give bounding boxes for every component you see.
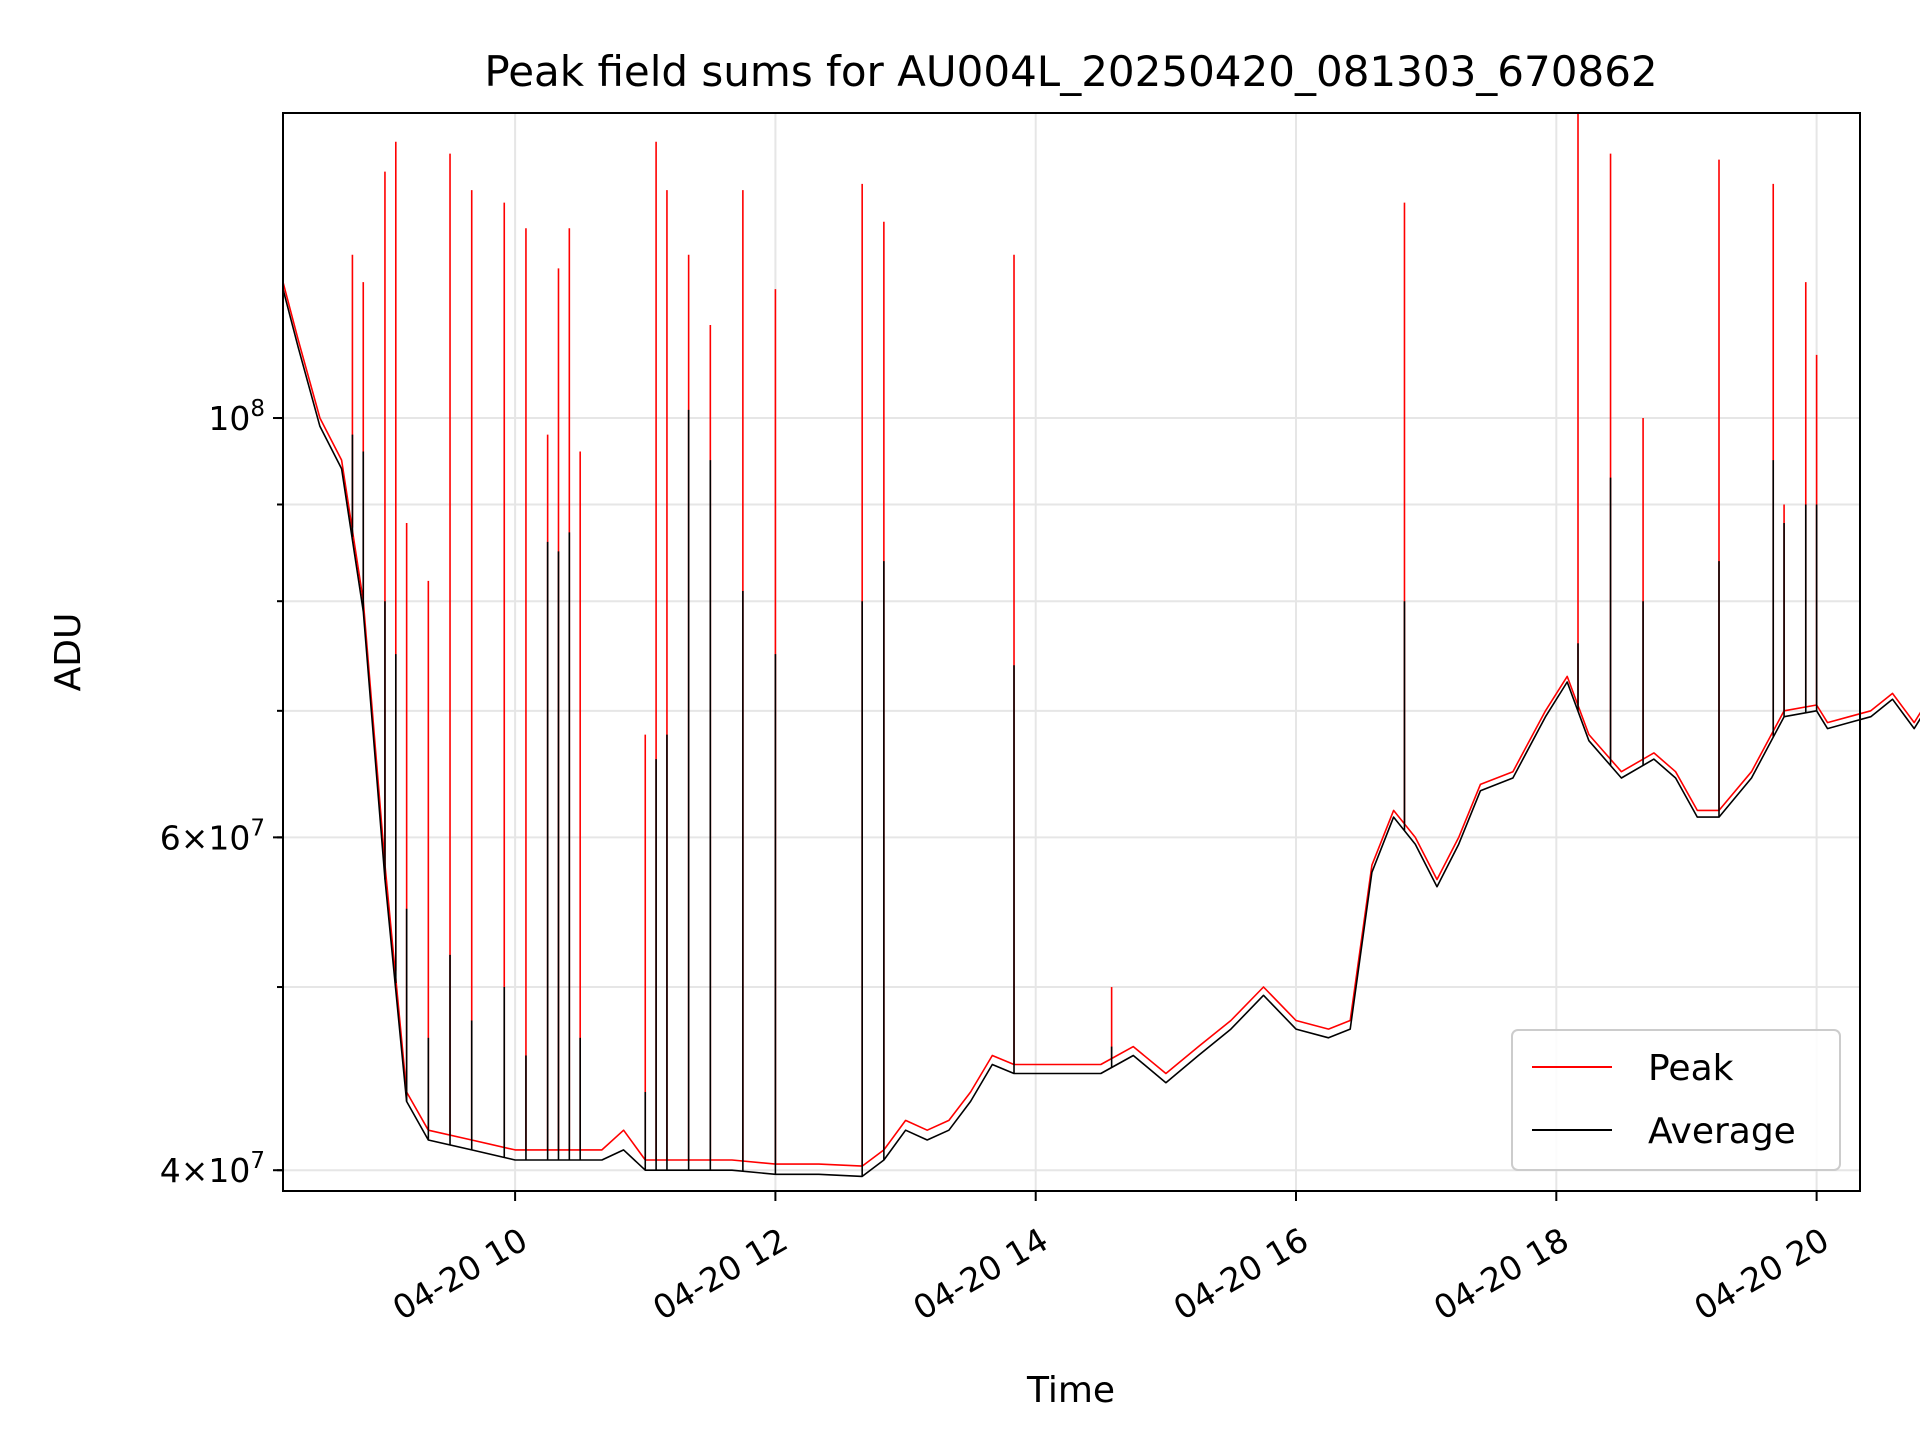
y-axis-title: ADU (48, 613, 89, 692)
legend-box (1511, 1029, 1841, 1171)
y-tick-label: 4×107 (160, 1148, 265, 1190)
series-line-average (282, 288, 1920, 1178)
y-axis: 108 6×107 4×107 (160, 396, 283, 1190)
plot-area-frame (282, 112, 1861, 1192)
legend-label-peak: Peak (1648, 1048, 1734, 1089)
y-tick-label: 108 (208, 396, 265, 438)
chart-title: Peak field sums for AU004L_20250420_0813… (484, 47, 1657, 96)
series-layer (282, 113, 1920, 1178)
x-axis-title: Time (1026, 1370, 1115, 1411)
legend-label-average: Average (1648, 1111, 1796, 1152)
y-tick-label: 6×107 (160, 815, 265, 857)
series-line-peak (282, 281, 1920, 1167)
legend: Peak Average (1511, 1029, 1841, 1171)
